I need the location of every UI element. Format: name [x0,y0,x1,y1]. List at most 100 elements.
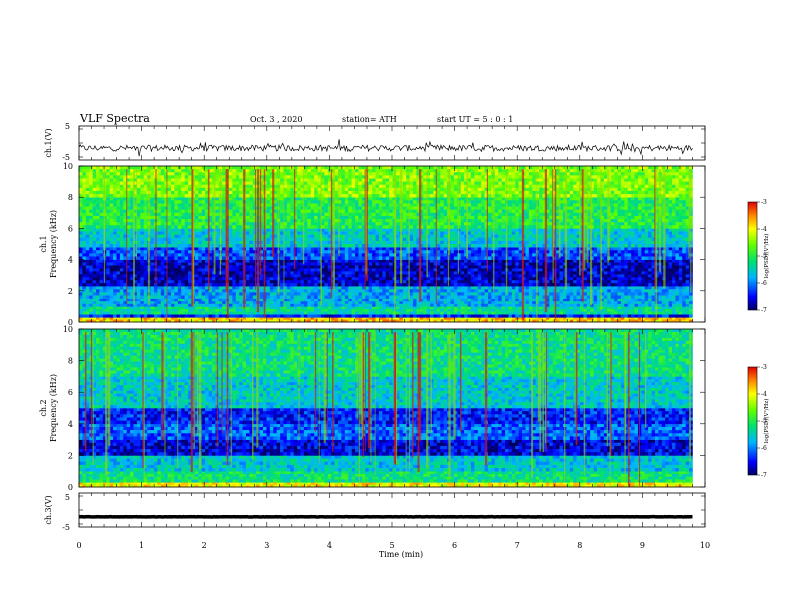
spectrogram-cell [181,262,185,266]
spectrogram-cell [375,298,380,302]
spectrogram-cell [188,292,192,296]
spectrogram-cell [665,319,669,323]
spectrogram-cell [320,268,325,272]
spectrogram-cell [477,228,482,232]
spectrogram-cell [549,247,554,251]
spectrogram-cell [303,280,308,284]
spectrogram-cell [545,303,550,307]
spectrogram-cell [658,280,663,284]
spectrogram-cell [113,289,117,293]
spectrogram-cell [549,295,554,299]
spectrogram-cell [286,256,291,260]
spectrogram-cell [385,311,390,315]
spectrogram-cell [481,259,485,263]
spectrogram-cell [576,311,581,315]
spectrogram-cell [498,277,502,281]
spectrogram-cell [106,292,110,296]
spectrogram-cell [487,262,492,266]
spectrogram-cell [293,274,298,278]
spectrogram-cell [194,271,199,275]
spectrogram-cell [603,256,608,260]
spectrogram-cell [269,314,274,318]
spectrogram-cell [177,289,182,293]
spectrogram-cell [232,319,237,323]
spectrogram-cell [303,228,308,232]
spectrogram-cell [119,231,124,235]
spectrogram-cell [651,286,656,290]
spectrogram-cell [140,317,145,320]
spectrogram-cell [603,253,608,257]
spectrogram-cell [351,298,356,302]
spectrogram-cell [205,317,209,320]
spectrogram-cell [160,286,165,290]
spectrogram-cell [668,262,673,266]
spectrogram-cell [505,319,509,323]
spectrogram-cell [494,286,499,290]
spectrogram-cell [484,289,489,293]
spectrogram-cell [355,301,359,305]
spectrogram-cell [106,262,110,266]
spectrogram-cell [286,262,291,266]
spectrogram-cell [617,301,622,305]
spectrogram-cell [228,259,233,263]
spectrogram-cell [402,262,407,266]
spectrogram-cell [82,262,87,266]
spectrogram-cell [382,301,387,305]
spectrogram-cell [116,250,121,254]
spectrogram-cell [566,274,571,278]
spectrogram-cell [174,271,179,275]
spectrogram-cell [447,311,451,315]
spectrogram-cell [113,231,117,235]
spectrogram-cell [218,311,223,315]
spectrogram-cell [583,289,588,293]
spectrogram-cell [644,314,649,318]
spectrogram-cell [481,277,485,281]
spectrogram-cell [436,309,441,312]
spectrogram-cell [644,268,649,272]
spectrogram-cell [361,259,366,263]
spectrogram-cell [627,303,632,307]
spectrogram-cell [689,311,693,315]
spectrogram-cell [341,259,346,263]
spectrogram-cell [399,319,404,323]
spectrogram-cell [508,295,513,299]
spectrogram-cell [413,268,417,272]
spectrogram-cell [402,292,407,296]
spectrogram-cell [549,306,554,310]
spectrogram-cell [624,253,629,257]
spectrogram-cell [566,265,571,269]
spectrogram-cell [620,292,625,296]
spectrogram-cell [140,268,145,272]
spectrogram-cell [631,228,635,232]
spectrogram-cell [109,231,114,235]
spectrogram-cell [341,303,346,307]
spectrogram-cell [487,259,492,263]
spectrogram-cell [208,280,213,284]
spectrogram-cell [545,250,550,254]
spectrogram-cell [109,314,114,318]
spectrogram-cell [593,265,598,269]
spectrogram-cell [351,317,356,320]
spectrogram-cell [201,303,206,307]
spectrogram-cell [573,253,577,257]
spectrogram-cell [92,271,97,275]
spectrogram-cell [556,286,560,290]
spectrogram-cell [419,298,424,302]
spectrogram-cell [426,277,431,281]
spectrogram-cell [188,250,192,254]
spectrogram-cell [501,274,506,278]
spectrogram-cell [614,256,618,260]
spectrogram-cell [252,303,257,307]
spectrogram-cell [494,253,499,257]
spectrogram-cell [290,228,295,232]
spectrogram-cell [239,314,243,318]
spectrogram-cell [641,259,646,263]
spectrogram-cell [474,286,479,290]
spectrogram-cell [682,262,686,266]
spectrogram-cell [624,289,629,293]
spectrogram-cell [133,317,138,320]
spectrogram-cell [119,283,124,287]
spectrogram-cell [481,283,485,287]
spectrogram-cell [603,274,608,278]
spectrogram-cell [198,286,202,290]
